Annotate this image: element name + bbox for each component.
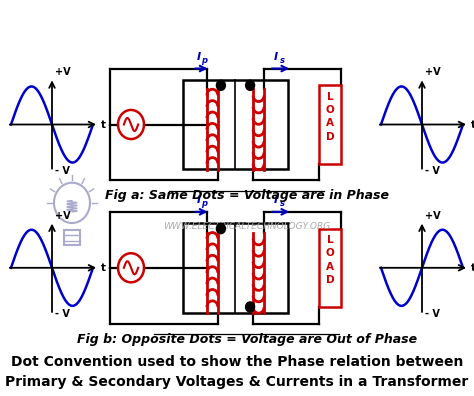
Text: A: A [326, 118, 334, 128]
Bar [319, 85, 341, 164]
Bar [64, 230, 80, 246]
Text: I: I [274, 195, 278, 205]
Text: WWW.ELECTRICALTECHNOLOGY.ORG: WWW.ELECTRICALTECHNOLOGY.ORG [164, 222, 331, 231]
Text: t: t [101, 120, 106, 129]
Text: I: I [274, 51, 278, 61]
Text: Fig a: Same Dots = Voltage are in Phase: Fig a: Same Dots = Voltage are in Phase [105, 189, 389, 202]
Text: - V: - V [55, 309, 70, 319]
Text: A: A [326, 262, 334, 272]
Text: s: s [280, 199, 284, 208]
Text: O: O [326, 248, 334, 258]
Text: +V: +V [425, 67, 441, 77]
Text: - V: - V [425, 166, 440, 176]
Text: +V: +V [55, 67, 71, 77]
Text: - V: - V [55, 166, 70, 176]
Text: D: D [326, 132, 334, 142]
Circle shape [217, 80, 226, 90]
Circle shape [246, 80, 255, 90]
Text: D: D [326, 275, 334, 285]
Text: L: L [327, 91, 333, 101]
Bar [183, 223, 288, 312]
Text: I: I [196, 195, 201, 205]
Text: I: I [196, 51, 201, 61]
Text: s: s [280, 56, 284, 65]
Text: L: L [327, 235, 333, 245]
Text: p: p [201, 56, 208, 65]
Text: t: t [471, 263, 474, 273]
Bar [319, 228, 341, 307]
Text: t: t [471, 120, 474, 129]
Bar [183, 80, 288, 169]
Text: O: O [326, 105, 334, 115]
Text: t: t [101, 263, 106, 273]
Text: Primary & Secondary Voltages & Currents in a Transformer: Primary & Secondary Voltages & Currents … [5, 375, 469, 389]
Text: Dot Convention used to show the Phase relation between: Dot Convention used to show the Phase re… [11, 355, 463, 369]
Text: p: p [201, 199, 208, 208]
Text: Dot Convention & Notation in a Transformer: Dot Convention & Notation in a Transform… [14, 16, 460, 34]
Text: - V: - V [425, 309, 440, 319]
Circle shape [246, 302, 255, 312]
Text: Fig b: Opposite Dots = Voltage are Out of Phase: Fig b: Opposite Dots = Voltage are Out o… [77, 333, 417, 346]
Circle shape [217, 224, 226, 234]
Text: +V: +V [55, 211, 71, 221]
Text: +V: +V [425, 211, 441, 221]
